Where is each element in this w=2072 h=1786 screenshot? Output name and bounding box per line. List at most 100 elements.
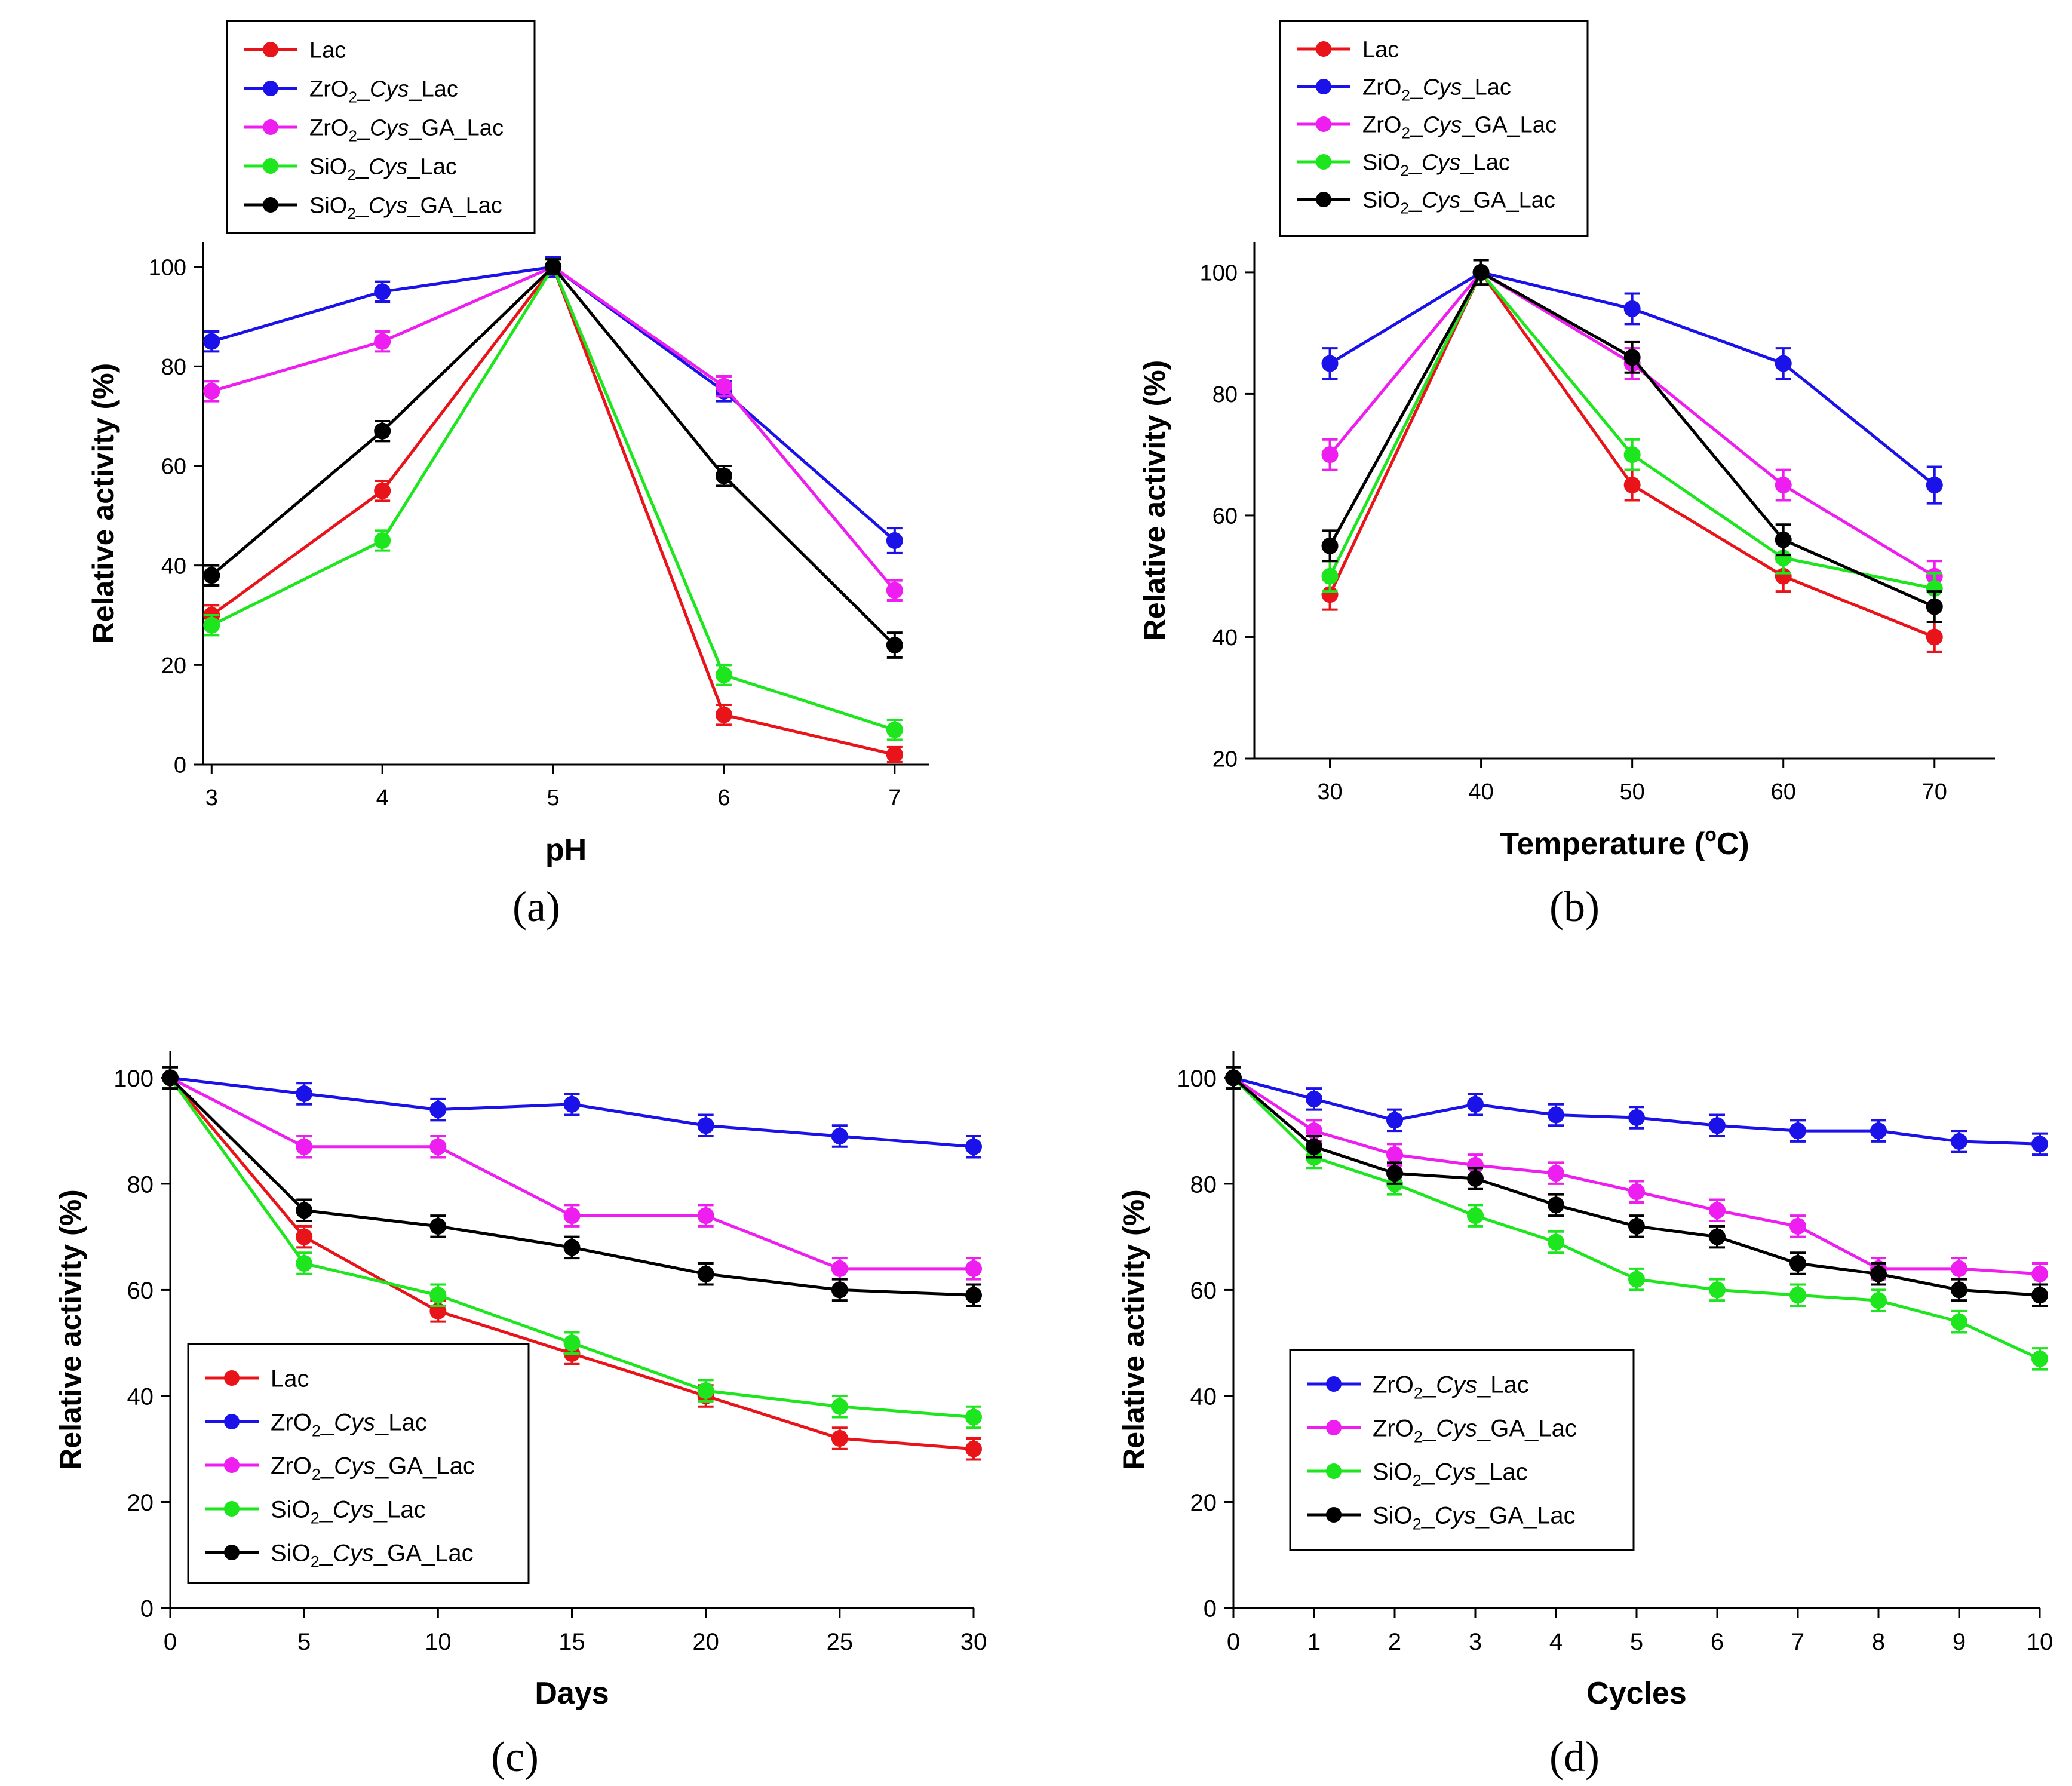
- data-point-zro2-cys-lac: [1870, 1122, 1887, 1140]
- y-tick-label: 40: [161, 554, 186, 579]
- data-point-sio2-cys-lac: [374, 532, 391, 549]
- legend-label-part: ZrO: [309, 77, 348, 102]
- legend-label-part: _GA_Lac: [373, 1540, 474, 1566]
- y-axis-title: Relative activity (%): [1138, 360, 1171, 641]
- y-axis-title: Relative activity (%): [1117, 1189, 1150, 1470]
- y-tick-label: 100: [1177, 1066, 1217, 1092]
- legend-label-part: SiO: [1373, 1459, 1413, 1485]
- x-axis-title: Cycles: [1586, 1676, 1687, 1711]
- degree-sign: o: [1705, 824, 1717, 845]
- data-point-zro2-cys-ga-lac: [1628, 1183, 1645, 1201]
- data-point-zro2-cys-lac: [296, 1085, 313, 1103]
- legend-label-part: 2: [1400, 162, 1408, 180]
- legend-label-zro2-cys-lac: ZrO2_Cys_Lac: [1362, 75, 1511, 105]
- legend-label-part: Lac: [1362, 38, 1399, 63]
- legend-swatch-dot: [224, 1501, 240, 1517]
- series-sio2-cys-ga-lac: [162, 1066, 982, 1308]
- legend-label-zro2-cys-lac: ZrO2_Cys_Lac: [309, 77, 458, 106]
- data-point-zro2-cys-lac: [374, 283, 391, 300]
- data-point-zro2-cys-ga-lac: [1775, 477, 1792, 494]
- data-point-sio2-cys-ga-lac: [1548, 1196, 1564, 1214]
- y-tick-label: 40: [1190, 1383, 1217, 1410]
- legend-label-part: SiO: [271, 1540, 311, 1566]
- legend-swatch-dot: [1326, 1507, 1342, 1523]
- legend-label-part: _: [1422, 1415, 1436, 1441]
- legend-label-part: SiO: [309, 194, 347, 219]
- legend-label-part: 2: [348, 88, 357, 106]
- legend-label-part: 2: [1401, 87, 1410, 105]
- legend-label-part: _GA_Lac: [375, 1453, 475, 1479]
- legend-label-sio2-cys-ga-lac: SiO2_Cys_GA_Lac: [271, 1540, 474, 1570]
- data-point-sio2-cys-lac: [563, 1334, 581, 1352]
- panel-a-ph-chart: 0 20 40 60 80 100 3 4 5 6 7 pH Relative activity (%)…: [87, 20, 929, 867]
- x-axis-title-part: C): [1717, 827, 1749, 861]
- data-point-sio2-cys-ga-lac: [1951, 1281, 1967, 1299]
- legend-label-part: Cys: [1435, 1502, 1476, 1529]
- x-tick-label: 10: [2027, 1629, 2053, 1655]
- x-tick-label: 7: [1791, 1629, 1804, 1655]
- y-tick-label: 100: [1200, 261, 1238, 286]
- legend-box: [187, 1343, 530, 1584]
- x-tick-label: 30: [1317, 780, 1342, 805]
- data-point-sio2-cys-lac: [1623, 446, 1641, 464]
- data-point-zro2-cys-ga-lac: [374, 333, 391, 350]
- data-point-zro2-cys-ga-lac: [1951, 1260, 1967, 1277]
- x-tick-label: 15: [558, 1629, 585, 1655]
- x-tick-label: 4: [1549, 1629, 1563, 1655]
- data-point-zro2-cys-ga-lac: [1386, 1146, 1403, 1164]
- data-point-sio2-cys-ga-lac: [1467, 1170, 1484, 1187]
- caption-a: (a): [512, 883, 560, 931]
- legend-label-part: SiO: [271, 1496, 311, 1523]
- data-point-sio2-cys-ga-lac: [162, 1069, 179, 1087]
- data-point-sio2-cys-lac: [715, 667, 732, 683]
- data-point-lac: [715, 706, 732, 723]
- legend-label-part: Cys: [1435, 1459, 1476, 1485]
- x-tick-label: 3: [1469, 1629, 1482, 1655]
- legend-label-part: 2: [312, 1422, 321, 1440]
- y-tick-label: 80: [1212, 382, 1238, 407]
- legend-label-part: Cys: [1422, 151, 1460, 176]
- data-point-zro2-cys-ga-lac: [886, 582, 903, 599]
- y-axis-title: Relative activity (%): [54, 1189, 87, 1470]
- legend: LacZrO2_Cys_LacZrO2_Cys_GA_LacSiO2_Cys_L…: [226, 20, 536, 234]
- x-axis-title: pH: [545, 833, 587, 867]
- data-point-sio2-cys-lac: [1628, 1271, 1645, 1288]
- legend-label-part: _GA_Lac: [409, 116, 504, 141]
- data-point-zro2-cys-lac: [1926, 477, 1943, 494]
- x-tick-label: 5: [547, 785, 559, 811]
- data-point-sio2-cys-lac: [1951, 1313, 1967, 1330]
- legend-swatch-dot: [263, 81, 278, 96]
- legend-label-part: _: [355, 194, 369, 219]
- x-tick-label: 3: [205, 785, 218, 811]
- legend-label-part: Cys: [1436, 1371, 1477, 1398]
- data-point-sio2-cys-ga-lac: [965, 1287, 982, 1304]
- legend-label-part: ZrO: [1362, 113, 1401, 138]
- legend-label-zro2-cys-ga-lac: ZrO2_Cys_GA_Lac: [1362, 113, 1557, 142]
- legend-label-part: 2: [347, 205, 355, 223]
- x-tick-label: 4: [376, 785, 389, 811]
- data-point-zro2-cys-lac: [1775, 355, 1792, 372]
- data-point-sio2-cys-ga-lac: [374, 422, 391, 440]
- data-point-sio2-cys-lac: [296, 1255, 313, 1272]
- legend-label-sio2-cys-lac: SiO2_Cys_Lac: [1362, 151, 1510, 180]
- legend-label-part: Cys: [369, 194, 407, 219]
- data-point-lac: [886, 746, 903, 763]
- legend-label-part: Lac: [309, 38, 346, 63]
- y-tick-label: 80: [161, 355, 186, 380]
- legend-swatch-dot: [1316, 41, 1331, 57]
- data-point-sio2-cys-ga-lac: [1628, 1217, 1645, 1235]
- y-tick-label: 80: [127, 1171, 154, 1198]
- data-point-zro2-cys-lac: [1306, 1090, 1322, 1107]
- data-point-sio2-cys-lac: [886, 721, 903, 738]
- legend: LacZrO2_Cys_LacZrO2_Cys_GA_LacSiO2_Cys_L…: [187, 1343, 530, 1584]
- data-point-zro2-cys-ga-lac: [296, 1138, 313, 1155]
- x-tick-label: 2: [1388, 1629, 1401, 1655]
- x-tick-label: 7: [888, 785, 901, 811]
- data-point-zro2-cys-ga-lac: [715, 378, 732, 395]
- data-point-sio2-cys-lac: [1321, 567, 1339, 585]
- x-tick-label: 60: [1771, 780, 1796, 805]
- data-point-sio2-cys-lac: [1789, 1287, 1806, 1304]
- x-tick-label: 50: [1620, 780, 1645, 805]
- data-point-sio2-cys-ga-lac: [886, 637, 903, 653]
